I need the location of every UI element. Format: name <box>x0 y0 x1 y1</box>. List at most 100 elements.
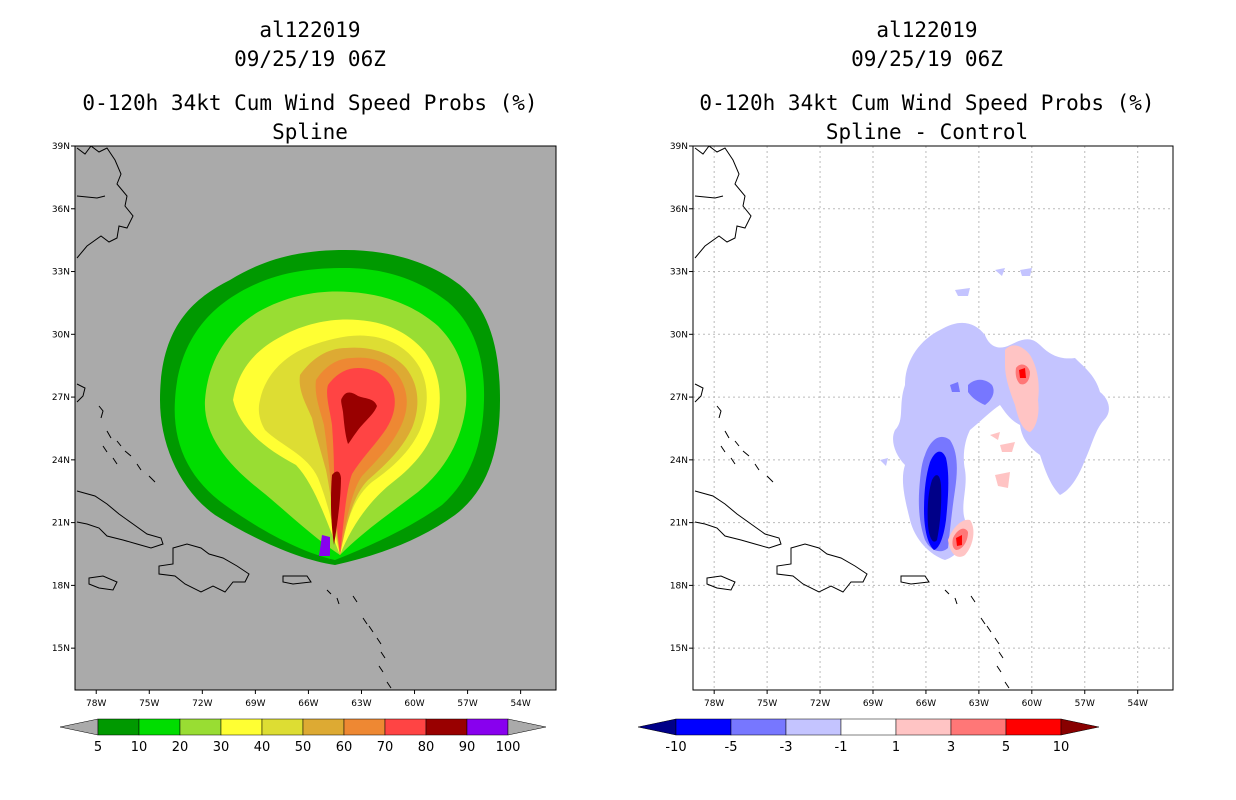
right-map-frame <box>692 145 1174 691</box>
colorbar-segment <box>1005 718 1062 736</box>
colorbar-label: 5 <box>94 740 102 755</box>
colorbar-segment <box>97 718 140 736</box>
left-chart-title: 0-120h 34kt Cum Wind Speed Probs (%) <box>82 91 538 115</box>
coastline <box>900 575 930 585</box>
colorbar-over-triangle <box>1060 718 1100 736</box>
contour-80pct-tail <box>330 471 341 545</box>
y-tick-label: 36N <box>670 205 688 215</box>
colorbar-label: 50 <box>295 740 312 755</box>
diff-pos-1-to-3-small-b <box>1000 442 1015 452</box>
left-storm-id: al122019 <box>259 18 361 42</box>
diff-neg-5-to-3-c <box>950 382 960 392</box>
left-probability-contours <box>160 250 500 565</box>
x-tick-label: 63W <box>969 699 989 709</box>
colorbar-label: 80 <box>418 740 435 755</box>
x-tick-label: 54W <box>510 699 530 709</box>
colorbar-segment <box>384 718 427 736</box>
diff-pos-1-to-3-small-c <box>995 472 1010 488</box>
colorbar-under-triangle <box>637 718 677 736</box>
coastline <box>706 575 736 591</box>
diff-neg-3-to-1-small-a <box>995 268 1005 276</box>
x-tick-label: 66W <box>298 699 318 709</box>
right-map-panel: 78W 75W 72W 69W 66W 63W 60W 57W 54W 39N 36N 33N 30N 2… <box>670 142 1174 709</box>
colorbar-label: 70 <box>377 740 394 755</box>
y-tick-label: 27N <box>670 393 688 403</box>
colorbar-label: 40 <box>254 740 271 755</box>
contour-90pct <box>319 535 330 556</box>
y-tick-label: 39N <box>52 142 70 152</box>
y-tick-label: 24N <box>670 456 688 466</box>
y-tick-label: 24N <box>52 456 70 466</box>
colorbar-label: 20 <box>172 740 189 755</box>
x-tick-label: 57W <box>457 699 477 709</box>
colorbar-label: 1 <box>892 740 900 755</box>
diff-pos-1-to-3-small-a <box>990 432 1000 440</box>
colorbar-segment <box>895 718 952 736</box>
colorbar-segment <box>343 718 386 736</box>
coastline <box>326 589 392 689</box>
coastline <box>88 575 118 591</box>
colorbar-segment <box>179 718 222 736</box>
x-tick-label: 54W <box>1128 699 1148 709</box>
y-tick-label: 15N <box>52 644 70 654</box>
right-axis-ticks: 78W 75W 72W 69W 66W 63W 60W 57W 54W 39N 36N 33N 30N 2… <box>670 142 1148 709</box>
x-tick-label: 66W <box>916 699 936 709</box>
left-datetime: 09/25/19 06Z <box>234 47 386 71</box>
diff-below-neg-10 <box>927 475 942 542</box>
left-map-frame <box>74 145 557 691</box>
coastline <box>694 146 752 259</box>
colorbar-segment <box>138 718 181 736</box>
diff-pos-5-to-10-b <box>956 535 962 546</box>
coastline <box>76 490 164 549</box>
colorbar-label: 90 <box>459 740 476 755</box>
colorbar-segment <box>840 718 897 736</box>
x-tick-label: 69W <box>863 699 883 709</box>
coastline <box>282 575 312 585</box>
colorbar-segment <box>785 718 842 736</box>
x-tick-label: 75W <box>139 699 159 709</box>
colorbar-segment <box>425 718 468 736</box>
left-chart-subtitle: Spline <box>272 120 348 144</box>
x-tick-label: 69W <box>245 699 265 709</box>
y-tick-label: 36N <box>52 205 70 215</box>
y-tick-label: 27N <box>52 393 70 403</box>
coastline <box>98 405 156 483</box>
colorbar-label: -1 <box>835 740 848 755</box>
y-tick-label: 15N <box>670 644 688 654</box>
coastline <box>694 383 704 403</box>
right-storm-id: al122019 <box>876 18 978 42</box>
x-tick-label: 72W <box>810 699 830 709</box>
y-tick-label: 33N <box>670 268 688 278</box>
coastline <box>694 195 724 199</box>
diff-neg-3-to-1-small-b <box>1020 268 1032 276</box>
diff-neg-5-to-3-b <box>968 379 994 405</box>
colorbar-under-triangle <box>59 718 99 736</box>
contour-80pct <box>341 392 377 444</box>
colorbar-segment <box>220 718 263 736</box>
coastline <box>76 383 86 403</box>
x-tick-label: 78W <box>86 699 106 709</box>
colorbar-segment <box>950 718 1007 736</box>
coastline <box>76 146 134 259</box>
y-tick-label: 30N <box>52 330 70 340</box>
left-colorbar: 5 10 20 30 40 50 60 70 80 90 100 <box>59 718 547 755</box>
colorbar-over-triangle <box>507 718 547 736</box>
coastline <box>76 195 106 199</box>
right-datetime: 09/25/19 06Z <box>851 47 1003 71</box>
y-tick-label: 18N <box>52 581 70 591</box>
coastline <box>158 543 250 593</box>
colorbar-label: 100 <box>496 740 521 755</box>
colorbar-segment <box>466 718 509 736</box>
x-tick-label: 78W <box>704 699 724 709</box>
coastline <box>694 490 782 549</box>
x-tick-label: 72W <box>192 699 212 709</box>
x-tick-label: 57W <box>1075 699 1095 709</box>
colorbar-label: -3 <box>780 740 793 755</box>
diff-neg-3-to-1-small-d <box>955 288 970 296</box>
diff-pos-1-to-3-main <box>1005 345 1039 432</box>
colorbar-segment <box>261 718 304 736</box>
colorbar-label: 10 <box>131 740 148 755</box>
colorbar-label: -10 <box>665 740 686 755</box>
y-tick-label: 21N <box>52 519 70 529</box>
